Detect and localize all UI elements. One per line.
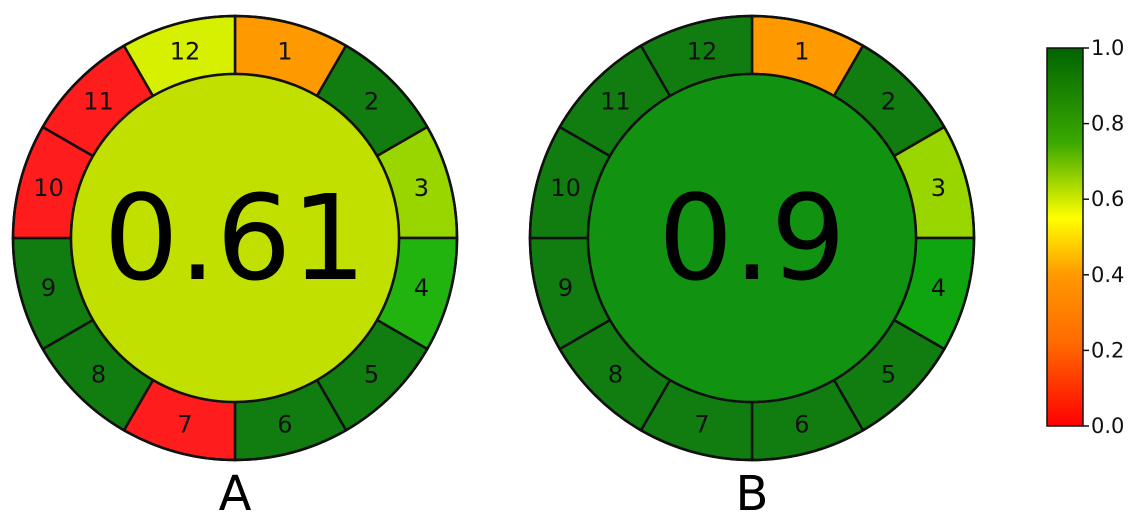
chart-b-segment-label-11: 11	[600, 88, 631, 116]
chart-a-segment-label-10: 10	[33, 174, 64, 202]
chart-a-center	[69, 72, 401, 404]
chart-b-segment-label-9: 9	[558, 274, 573, 302]
chart-b-outer-ring	[528, 14, 976, 462]
colorbar-gradient	[1046, 47, 1084, 427]
chart-b-segment-label-10: 10	[550, 174, 581, 202]
chart-b-segment-label-12: 12	[687, 38, 718, 66]
chart-b-segment-label-7: 7	[694, 410, 709, 438]
chart-b-segment-label-5: 5	[881, 360, 896, 388]
chart-a-segment-label-2: 2	[364, 88, 379, 116]
colorbar-tick-label-0.6: 0.6	[1091, 187, 1124, 211]
chart-a-score: 0.61	[104, 169, 367, 307]
chart-a-segment-label-4: 4	[414, 274, 429, 302]
chart-b-segment-label-3: 3	[931, 174, 946, 202]
chart-a-outer-ring	[11, 14, 459, 462]
chart-b-segment-label-6: 6	[794, 410, 809, 438]
chart-b-score: 0.9	[658, 169, 846, 307]
chart-a-segment-label-11: 11	[83, 88, 114, 116]
chart-a-segment-label-6: 6	[277, 410, 292, 438]
colorbar-tick-label-0.8: 0.8	[1091, 112, 1124, 136]
chart-a-segment-label-5: 5	[364, 360, 379, 388]
chart-b-panel-label: B	[736, 466, 769, 522]
colorbar-ticks: 0.0 0.2 0.4 0.6 0.8 1.0	[1083, 36, 1124, 438]
chart-a-segment-label-9: 9	[41, 274, 56, 302]
chart-a-panel-label: A	[219, 466, 252, 522]
chart-b-segment-label-2: 2	[881, 88, 896, 116]
chart-b-center	[586, 72, 918, 404]
chart-a-segment-label-8: 8	[91, 360, 106, 388]
chart-a-segment-label-3: 3	[414, 174, 429, 202]
chart-b-segment-label-8: 8	[608, 360, 623, 388]
colorbar-tick-label-1.0: 1.0	[1091, 36, 1124, 60]
colorbar-tick-label-0.4: 0.4	[1091, 263, 1124, 287]
chart-a-segment-label-12: 12	[170, 38, 201, 66]
chart-a-segment-label-1: 1	[277, 38, 292, 66]
chart-b-segment-label-4: 4	[931, 274, 946, 302]
colorbar-tick-label-0.2: 0.2	[1091, 338, 1124, 362]
chart-b-segment-label-1: 1	[794, 38, 809, 66]
chart-a-segment-label-7: 7	[177, 410, 192, 438]
colorbar: 0.0 0.2 0.4 0.6 0.8 1.0	[1046, 36, 1124, 438]
colorbar-tick-label-0.0: 0.0	[1091, 414, 1124, 438]
